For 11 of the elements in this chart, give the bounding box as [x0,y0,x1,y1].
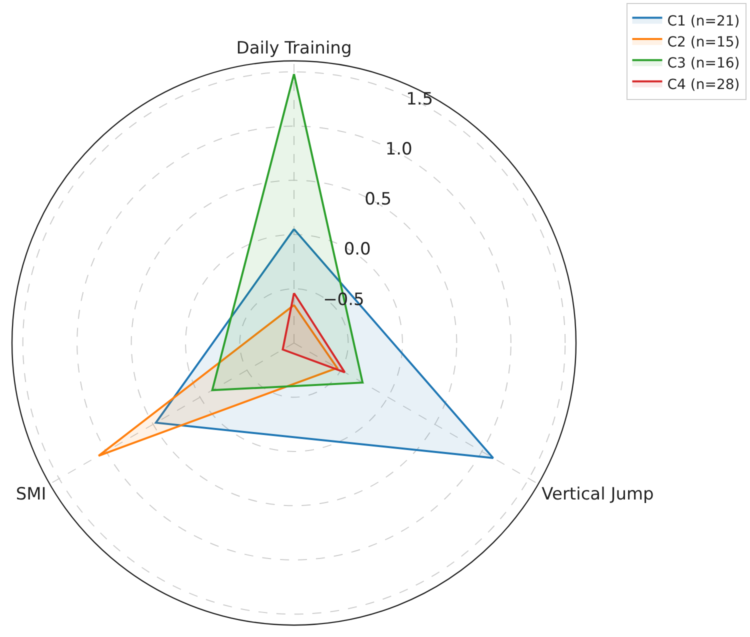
y-tick-label: 0.5 [364,190,392,210]
legend-label: C4 (n=28) [667,76,740,93]
y-tick-label: 1.5 [406,89,434,110]
legend-label: C1 (n=21) [667,13,740,30]
spoke-label: Vertical Jump [542,484,654,505]
spoke-label: Daily Training [236,38,352,59]
legend-label: C2 (n=15) [667,34,740,50]
y-tick-label: 1.0 [385,140,412,160]
spoke-label: SMI [16,484,46,505]
y-tick-label: 0.0 [344,240,371,260]
legend-label: C3 (n=16) [667,56,740,72]
